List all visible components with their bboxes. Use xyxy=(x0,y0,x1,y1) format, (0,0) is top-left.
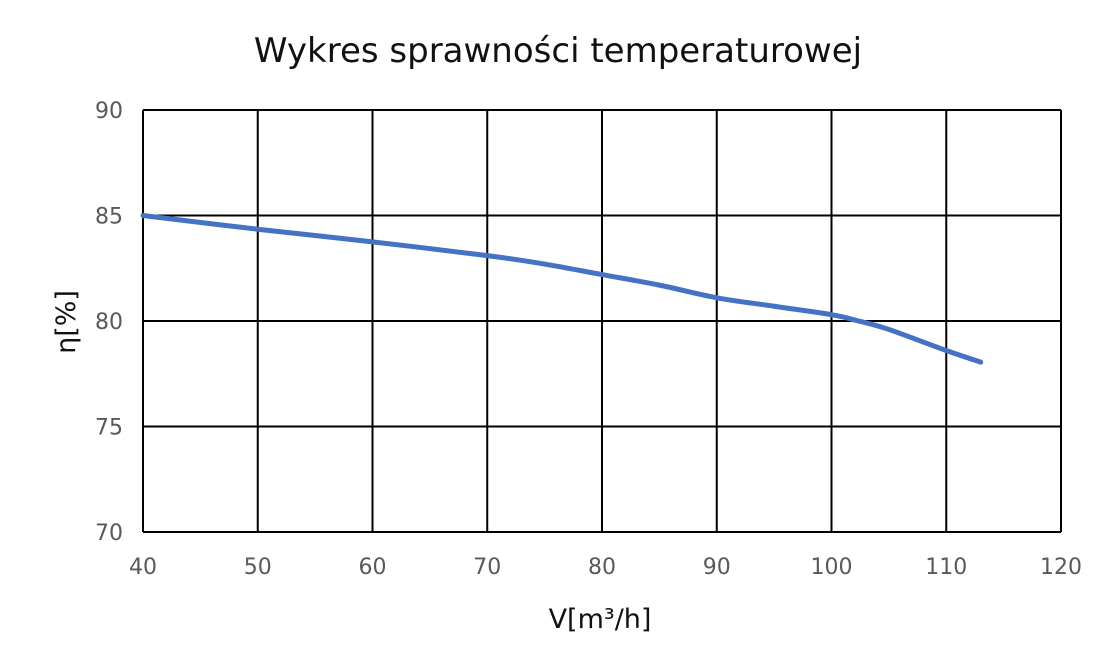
y-tick-label: 85 xyxy=(95,205,123,230)
x-tick-label: 80 xyxy=(588,555,616,580)
x-tick-label: 60 xyxy=(359,555,387,580)
x-tick-label: 50 xyxy=(244,555,272,580)
series-line-0 xyxy=(140,213,984,365)
grid-layer xyxy=(142,109,1062,533)
series-layer xyxy=(140,213,984,365)
x-tick-label: 100 xyxy=(811,555,853,580)
y-tick-label: 90 xyxy=(95,99,123,124)
x-axis-title: V[m³/h] xyxy=(549,604,652,635)
y-tick-label: 80 xyxy=(95,310,123,335)
x-tick-label: 90 xyxy=(703,555,731,580)
x-tick-label: 110 xyxy=(925,555,967,580)
x-tick-label: 70 xyxy=(473,555,501,580)
x-tick-label: 120 xyxy=(1040,555,1082,580)
x-tick-label: 40 xyxy=(129,555,157,580)
chart-title: Wykres sprawności temperaturowej xyxy=(254,31,862,71)
y-tick-label: 70 xyxy=(95,521,123,546)
tick-label-layer: 40 50 60 70 80 90 100 110 120 70 75 80 85 90 xyxy=(95,99,1082,580)
y-tick-label: 75 xyxy=(95,416,123,441)
y-axis-title: η[%] xyxy=(51,290,82,354)
